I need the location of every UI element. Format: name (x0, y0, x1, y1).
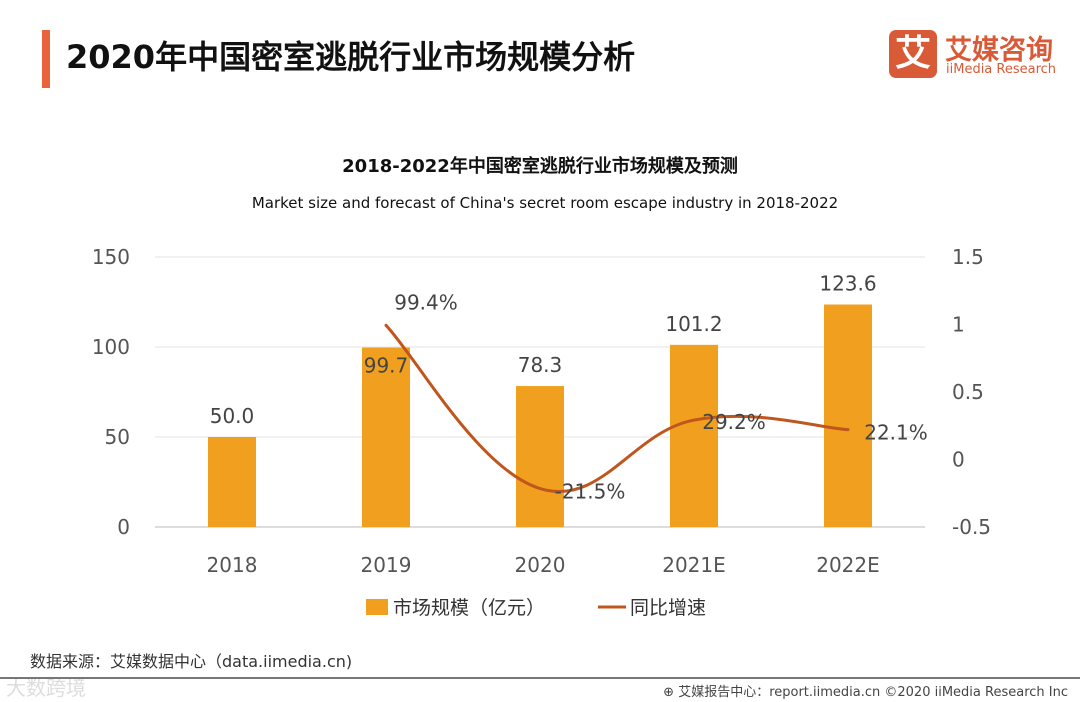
chart-subtitle: Market size and forecast of China's secr… (252, 194, 838, 212)
watermark: 大数跨境 (6, 676, 86, 700)
x-tick-label: 2022E (816, 553, 880, 577)
growth-label: -21.5% (555, 480, 626, 504)
growth-point (384, 323, 388, 327)
bar-value-label: 99.7 (364, 354, 409, 378)
logo: 艾 艾媒咨询 iiMedia Research (889, 30, 1059, 82)
right-tick-label: 1.5 (952, 245, 984, 269)
chart-title: 2018-2022年中国密室逃脱行业市场规模及预测 (342, 155, 738, 177)
x-tick-label: 2021E (662, 553, 726, 577)
right-tick-label: -0.5 (952, 515, 991, 539)
footer-divider (0, 677, 1080, 679)
title-accent-bar (42, 30, 50, 88)
growth-label: 22.1% (864, 421, 928, 445)
footer-credit: ⊕ 艾媒报告中心：report.iimedia.cn ©2020 iiMedia… (663, 681, 1068, 700)
left-tick-label: 50 (105, 425, 130, 449)
legend-bar-label: 市场规模（亿元） (393, 597, 545, 619)
right-tick-label: 1 (952, 313, 965, 337)
bar-value-label: 101.2 (665, 312, 722, 336)
growth-point (692, 418, 696, 422)
footer-credit-text: 艾媒报告中心：report.iimedia.cn ©2020 iiMedia R… (678, 685, 1068, 700)
bar-value-label: 50.0 (210, 404, 255, 428)
right-tick-label: 0 (952, 448, 965, 472)
logo-en: iiMedia Research (946, 62, 1057, 77)
left-tick-label: 100 (92, 335, 130, 359)
logo-cn: 艾媒咨询 (945, 35, 1053, 66)
logo-mark: 艾 (889, 30, 937, 78)
bar (208, 437, 256, 527)
bar (670, 344, 718, 527)
bar (362, 347, 410, 527)
source-note: 数据来源：艾媒数据中心（data.iimedia.cn) (30, 652, 353, 671)
bar (516, 386, 564, 527)
right-tick-label: 0.5 (952, 380, 984, 404)
growth-label: 99.4% (394, 290, 458, 314)
bar (824, 304, 872, 527)
bar-value-label: 78.3 (518, 353, 563, 377)
growth-point (538, 487, 542, 491)
bar-value-label: 123.6 (819, 272, 876, 296)
growth-label: 29.2% (702, 410, 766, 434)
legend-bar-swatch (366, 599, 388, 615)
left-tick-label: 150 (92, 245, 130, 269)
x-tick-label: 2020 (515, 553, 566, 577)
growth-point (846, 428, 850, 432)
page-title: 2020年中国密室逃脱行业市场规模分析 (66, 38, 636, 76)
left-tick-label: 0 (117, 515, 130, 539)
growth-line (384, 324, 849, 493)
x-tick-label: 2018 (207, 553, 258, 577)
x-tick-label: 2019 (361, 553, 412, 577)
globe-icon: ⊕ (663, 685, 679, 700)
legend-line-label: 同比增速 (630, 597, 706, 619)
